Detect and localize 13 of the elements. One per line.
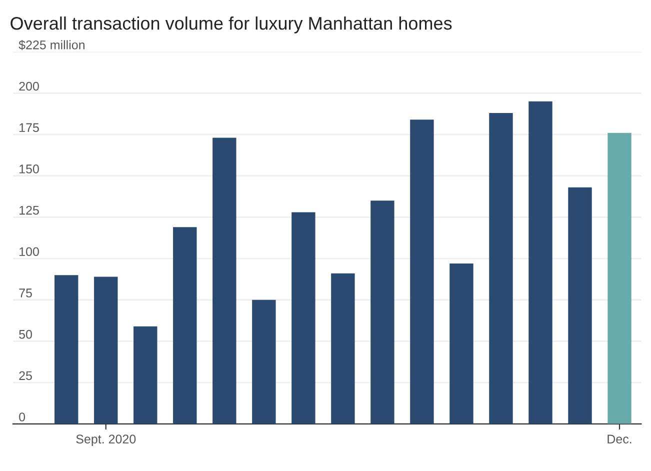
- x-tick-label: Sept. 2020: [76, 434, 136, 446]
- x-tick-label: Dec.: [608, 434, 632, 444]
- y-tick-label: 0: [19, 412, 26, 422]
- y-tick-label: 125: [20, 206, 39, 215]
- y-tick-label: 150: [20, 164, 39, 174]
- y-tick-label: 100: [20, 247, 39, 256]
- y-tick-label: 50: [19, 330, 32, 339]
- y-tick-label: $225 million: [18, 40, 84, 50]
- y-tick-label: 25: [19, 371, 32, 380]
- y-tick-label: 175: [20, 123, 39, 132]
- y-tick-label: 75: [19, 288, 32, 298]
- y-tick-label: 200: [19, 82, 39, 91]
- chart-title: Overall transaction volume for luxury Manhattan homes: [10, 16, 452, 34]
